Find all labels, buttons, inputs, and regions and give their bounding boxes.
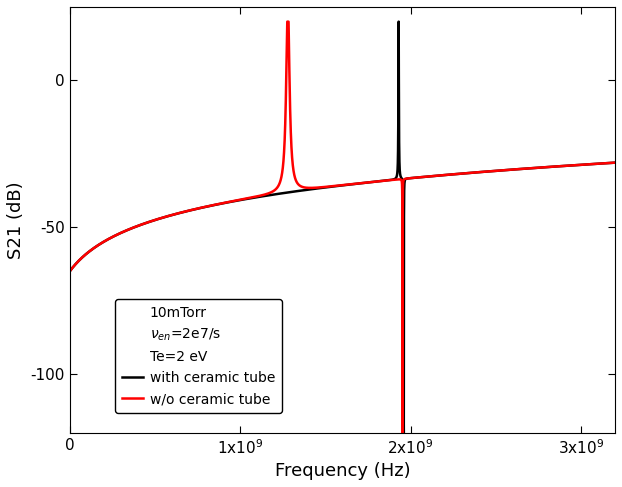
w/o ceramic tube xyxy=(596,161,603,167)
w/o ceramic tube xyxy=(131,225,138,230)
with ceramic tube xyxy=(131,225,138,230)
with ceramic tube xyxy=(311,186,318,192)
w/o ceramic tube xyxy=(311,185,318,191)
Legend: 10mTorr, $\nu_{en}$=2e7/s, Te=2 eV, with ceramic tube, w/o ceramic tube: 10mTorr, $\nu_{en}$=2e7/s, Te=2 eV, with… xyxy=(115,299,282,413)
with ceramic tube xyxy=(395,19,402,24)
w/o ceramic tube xyxy=(399,430,406,436)
with ceramic tube xyxy=(182,208,190,214)
Y-axis label: S21 (dB): S21 (dB) xyxy=(7,181,25,259)
w/o ceramic tube xyxy=(284,19,291,24)
w/o ceramic tube xyxy=(66,268,73,274)
w/o ceramic tube xyxy=(182,208,190,214)
Line: w/o ceramic tube: w/o ceramic tube xyxy=(70,21,615,433)
w/o ceramic tube xyxy=(469,170,476,176)
with ceramic tube xyxy=(596,161,603,167)
w/o ceramic tube xyxy=(98,240,106,245)
with ceramic tube xyxy=(400,430,407,436)
X-axis label: Frequency (Hz): Frequency (Hz) xyxy=(274,462,410,480)
with ceramic tube xyxy=(611,160,619,166)
w/o ceramic tube xyxy=(611,160,619,166)
with ceramic tube xyxy=(66,268,73,274)
Line: with ceramic tube: with ceramic tube xyxy=(70,21,615,433)
with ceramic tube xyxy=(469,170,476,176)
with ceramic tube xyxy=(98,240,106,245)
